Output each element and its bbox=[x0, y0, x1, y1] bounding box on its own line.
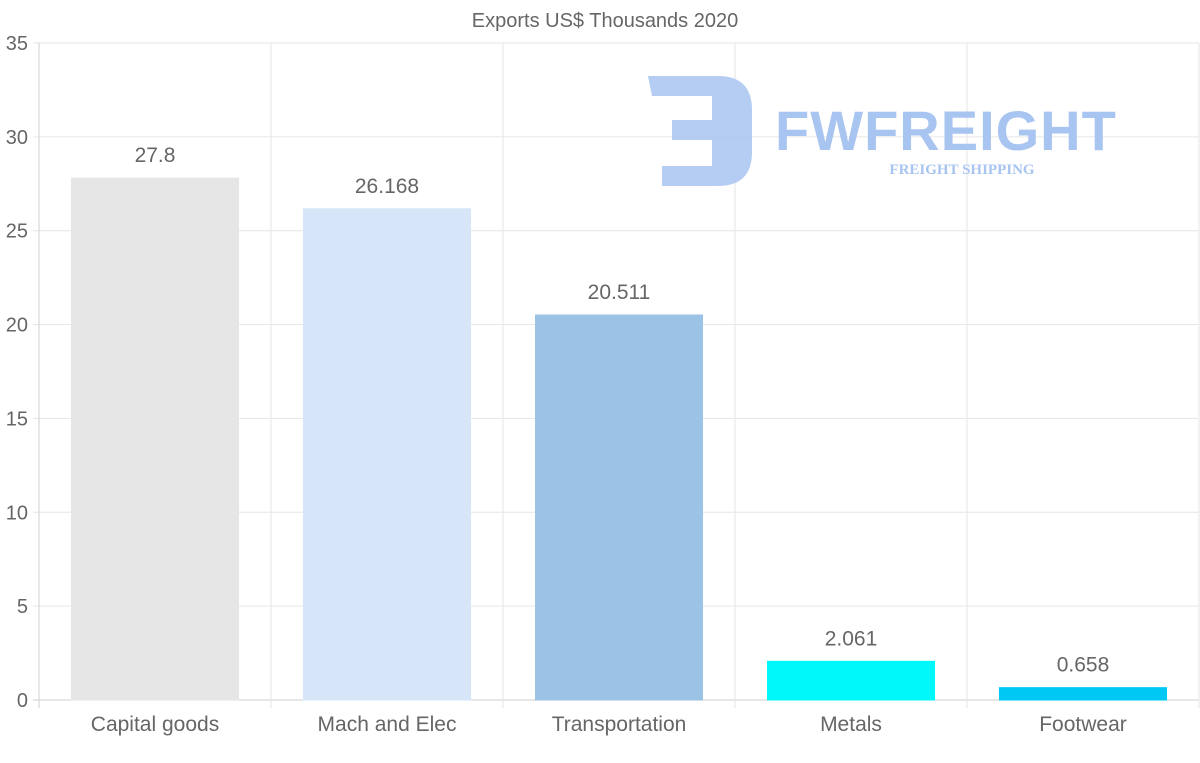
chart-title: Exports US$ Thousands 2020 bbox=[472, 10, 738, 32]
y-tick-label: 5 bbox=[17, 596, 28, 618]
x-category-label: Transportation bbox=[552, 713, 687, 736]
bar-value-label: 0.658 bbox=[1057, 654, 1110, 677]
x-category-label: Capital goods bbox=[91, 713, 219, 736]
watermark-brand: FWFREIGHT bbox=[775, 99, 1117, 162]
y-tick-label: 15 bbox=[6, 408, 28, 430]
bar bbox=[302, 208, 472, 701]
bar bbox=[534, 314, 704, 701]
y-tick-label: 30 bbox=[6, 127, 28, 149]
bar-value-label: 26.168 bbox=[355, 175, 419, 198]
x-category-label: Metals bbox=[820, 713, 882, 736]
bars: 27.8 26.168 20.511 2.061 0.658 bbox=[70, 144, 1168, 701]
y-tick-label: 35 bbox=[6, 33, 28, 55]
bar-value-label: 27.8 bbox=[135, 144, 176, 167]
y-axis-ticks: 0 5 10 15 20 25 30 35 bbox=[6, 33, 28, 712]
x-category-label: Mach and Elec bbox=[318, 713, 457, 736]
y-tick-label: 10 bbox=[6, 502, 28, 524]
y-tick-label: 25 bbox=[6, 221, 28, 243]
fwfreight-logo-icon bbox=[648, 76, 752, 186]
bar-value-label: 20.511 bbox=[588, 281, 651, 304]
y-tick-label: 20 bbox=[6, 315, 28, 337]
bar-value-label: 2.061 bbox=[825, 627, 878, 650]
bar bbox=[998, 687, 1168, 701]
bar bbox=[766, 660, 936, 701]
watermark-tagline: FREIGHT SHIPPING bbox=[889, 162, 1034, 178]
x-category-label: Footwear bbox=[1039, 713, 1127, 736]
y-tick-label: 0 bbox=[17, 690, 28, 712]
watermark: FWFREIGHT FREIGHT SHIPPING bbox=[648, 76, 1117, 186]
bar bbox=[70, 177, 240, 701]
x-axis-labels: Capital goods Mach and Elec Transportation… bbox=[91, 713, 1127, 736]
